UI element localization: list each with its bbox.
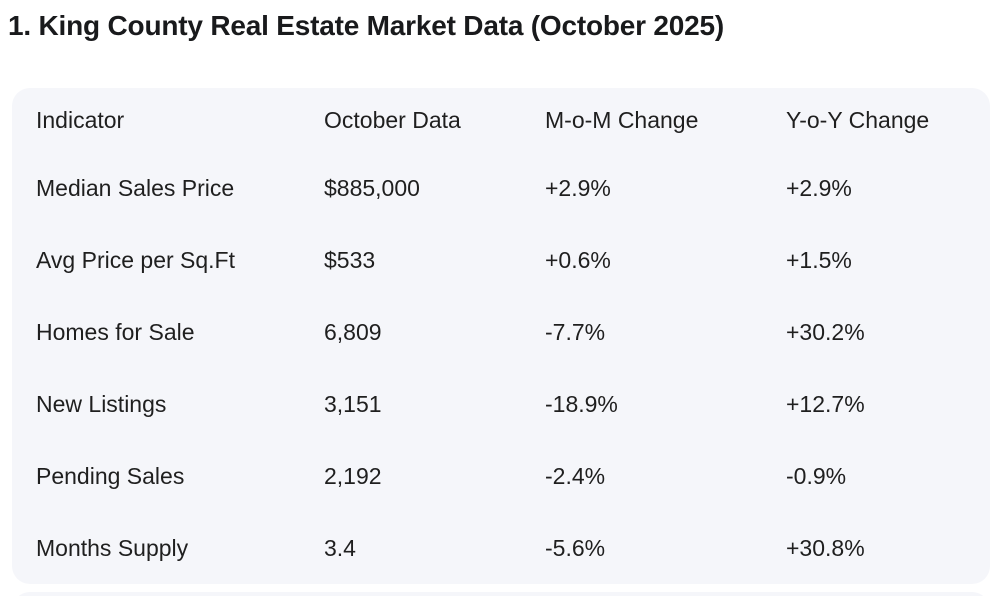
column-header-mom-change: M-o-M Change bbox=[545, 106, 699, 133]
cell-mom-change: +0.6% bbox=[545, 246, 611, 273]
cell-yoy-change: +12.7% bbox=[786, 390, 865, 417]
cell-mom-change: -5.6% bbox=[545, 534, 606, 561]
cell-october-data: 3,151 bbox=[324, 390, 382, 417]
table-row: New Listings 3,151 -18.9% +12.7% bbox=[36, 368, 966, 440]
table-row: Avg Price per Sq.Ft $533 +0.6% +1.5% bbox=[36, 224, 966, 296]
next-section-card-top-edge bbox=[12, 592, 990, 596]
cell-yoy-change: +1.5% bbox=[786, 246, 852, 273]
cell-mom-change: +2.9% bbox=[545, 174, 611, 201]
cell-indicator: Homes for Sale bbox=[36, 318, 195, 345]
cell-yoy-change: -0.9% bbox=[786, 462, 847, 489]
cell-indicator: Avg Price per Sq.Ft bbox=[36, 246, 235, 273]
cell-yoy-change: +30.8% bbox=[786, 534, 865, 561]
cell-october-data: $533 bbox=[324, 246, 376, 273]
column-header-indicator: Indicator bbox=[36, 106, 125, 133]
table-row: Median Sales Price $885,000 +2.9% +2.9% bbox=[36, 152, 966, 224]
page-title: 1. King County Real Estate Market Data (… bbox=[8, 10, 725, 41]
cell-indicator: Months Supply bbox=[36, 534, 189, 561]
table-row: Months Supply 3.4 -5.6% +30.8% bbox=[36, 512, 966, 584]
cell-indicator: Pending Sales bbox=[36, 462, 185, 489]
cell-yoy-change: +2.9% bbox=[786, 174, 852, 201]
column-header-yoy-change: Y-o-Y Change bbox=[786, 106, 930, 133]
cell-october-data: $885,000 bbox=[324, 174, 420, 201]
market-data-table: Indicator October Data M-o-M Change Y-o-… bbox=[36, 88, 966, 584]
cell-yoy-change: +30.2% bbox=[786, 318, 865, 345]
cell-october-data: 2,192 bbox=[324, 462, 382, 489]
cell-indicator: Median Sales Price bbox=[36, 174, 235, 201]
table-row: Pending Sales 2,192 -2.4% -0.9% bbox=[36, 440, 966, 512]
table-header-row: Indicator October Data M-o-M Change Y-o-… bbox=[36, 88, 966, 152]
market-data-card: Indicator October Data M-o-M Change Y-o-… bbox=[12, 88, 990, 584]
cell-mom-change: -7.7% bbox=[545, 318, 606, 345]
cell-mom-change: -2.4% bbox=[545, 462, 606, 489]
cell-october-data: 3.4 bbox=[324, 534, 356, 561]
cell-mom-change: -18.9% bbox=[545, 390, 618, 417]
table-row: Homes for Sale 6,809 -7.7% +30.2% bbox=[36, 296, 966, 368]
cell-indicator: New Listings bbox=[36, 390, 167, 417]
cell-october-data: 6,809 bbox=[324, 318, 382, 345]
column-header-october-data: October Data bbox=[324, 106, 461, 133]
